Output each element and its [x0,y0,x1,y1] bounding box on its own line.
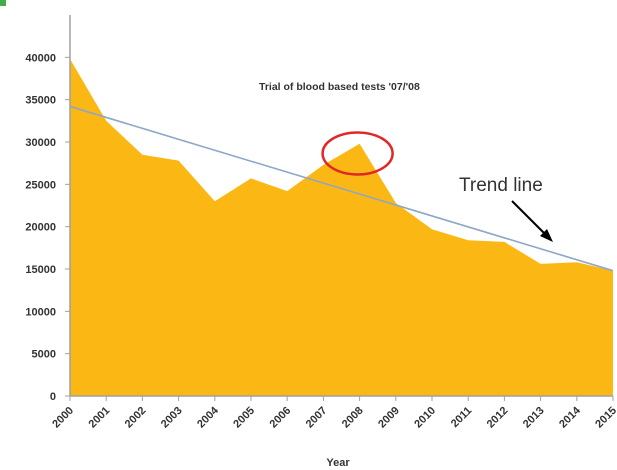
trend-line [69,105,614,272]
y-tick-label: 5000 [32,349,56,361]
x-tick-label: 2013 [521,405,547,431]
trend-line-label: Trend line [459,175,543,196]
y-tick-label: 30000 [25,137,56,149]
corner-marker [0,0,6,6]
y-tick-label: 10000 [25,306,56,318]
x-tick-label: 2004 [195,404,221,430]
x-tick-label: 2001 [87,405,113,431]
y-tick-label: 20000 [25,222,56,234]
y-tick-label: 25000 [25,179,56,191]
x-tick-label: 2009 [376,405,402,431]
y-axis-ticks: 0 5000 10000 15000 20000 25000 30000 35000 40000 [25,52,70,403]
y-tick-label: 40000 [25,52,56,64]
x-tick-label: 2003 [159,405,185,431]
x-tick-label: 2008 [340,405,366,431]
x-tick-label: 2006 [268,405,294,431]
x-tick-label: 2011 [449,405,474,430]
x-tick-label: 2005 [231,405,257,431]
x-tick-label: 2002 [123,405,149,431]
x-tick-label: 2000 [50,405,76,431]
area-series [70,59,613,396]
trial-annotation: Trial of blood based tests '07/'08 [259,81,420,93]
x-axis-ticks: 2000 2001 2002 2003 2004 2005 2006 2007 2008 2009… [50,396,617,430]
y-tick-label: 0 [50,391,56,403]
y-tick-label: 35000 [25,95,56,107]
highlight-circle [321,131,394,176]
x-tick-label: 2012 [485,405,511,431]
x-tick-label: 2015 [593,405,617,431]
x-tick-label: 2014 [557,404,583,430]
y-tick-label: 15000 [25,264,56,276]
trend-arrow [511,200,553,242]
x-tick-label: 2010 [412,405,438,431]
x-tick-label: 2007 [304,405,330,431]
x-axis-title: Year [326,457,350,469]
